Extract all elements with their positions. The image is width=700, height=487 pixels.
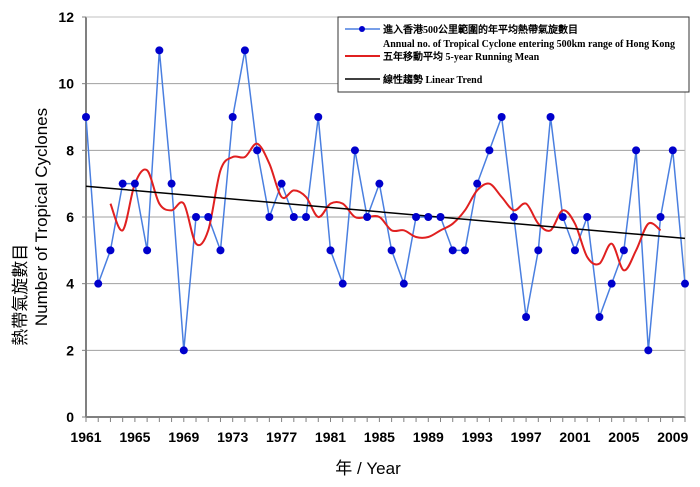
x-tick-label: 1993 xyxy=(462,429,493,445)
legend-label-annual-en: Annual no. of Tropical Cyclone entering … xyxy=(383,39,675,50)
data-point xyxy=(228,113,237,121)
y-tick-label: 4 xyxy=(66,276,74,292)
data-point xyxy=(497,113,506,121)
y-tick-label: 2 xyxy=(66,342,74,358)
data-point xyxy=(570,246,579,255)
data-point xyxy=(375,179,384,188)
x-tick-label: 1997 xyxy=(511,429,542,445)
data-point xyxy=(82,113,90,121)
x-tick-label: 1961 xyxy=(70,429,101,445)
data-point xyxy=(204,213,213,221)
data-point xyxy=(644,346,653,355)
data-point xyxy=(326,246,335,255)
data-point xyxy=(265,213,274,221)
data-point xyxy=(167,179,176,188)
data-point xyxy=(118,179,127,188)
data-point xyxy=(473,179,482,188)
y-tick-label: 6 xyxy=(66,209,74,225)
x-tick-label: 1969 xyxy=(168,429,199,445)
data-point xyxy=(448,246,457,255)
y-tick-labels: 0 2 4 6 8 10 12 xyxy=(58,9,74,425)
data-point xyxy=(289,213,298,221)
series xyxy=(82,46,689,355)
y-axis-label-zh: 熱帶氣旋數目 xyxy=(11,238,31,345)
data-point xyxy=(363,213,372,221)
x-axis-label: 年 / Year xyxy=(335,459,401,478)
legend-marker-annual xyxy=(359,26,365,32)
x-tick-labels: 1961 1965 1969 1973 1977 1981 1985 1989 1993 1997… xyxy=(70,429,688,445)
data-point xyxy=(338,279,347,288)
data-point xyxy=(155,46,164,55)
running-mean-line xyxy=(109,142,662,272)
x-tick-label: 1989 xyxy=(413,429,444,445)
x-tick-label: 2009 xyxy=(657,429,688,445)
data-point xyxy=(94,279,103,288)
x-tick-label: 2001 xyxy=(559,429,590,445)
data-point xyxy=(240,46,249,55)
data-point xyxy=(534,246,543,255)
data-point xyxy=(436,213,445,221)
annual-count-line xyxy=(85,50,686,351)
data-point xyxy=(509,213,518,221)
data-point xyxy=(179,346,188,355)
data-point xyxy=(143,246,152,255)
y-tick-label: 12 xyxy=(58,9,74,25)
data-point xyxy=(546,113,555,121)
data-point xyxy=(350,146,359,155)
data-point xyxy=(668,146,677,155)
x-tick-label: 1973 xyxy=(217,429,248,445)
linear-trend-line xyxy=(85,185,686,240)
data-point xyxy=(106,246,115,255)
data-point xyxy=(619,246,628,255)
data-point xyxy=(583,213,592,221)
legend: 進入香港500公里範圍的年平均熱帶氣旋數目 Annual no. of Trop… xyxy=(337,16,690,93)
data-point xyxy=(412,213,421,221)
data-point xyxy=(656,213,665,221)
data-point xyxy=(522,313,531,321)
y-tick-label: 10 xyxy=(58,76,74,92)
data-point xyxy=(216,246,225,255)
data-point xyxy=(632,146,641,155)
legend-label-running-mean: 五年移動平均 5-year Running Mean xyxy=(383,50,540,63)
data-point xyxy=(314,113,323,121)
x-tick-label: 1965 xyxy=(119,429,150,445)
legend-label-annual-zh: 進入香港500公里範圍的年平均熱帶氣旋數目 xyxy=(383,23,578,36)
legend-box xyxy=(337,16,690,93)
y-axis-label-en: Number of Tropical Cyclones xyxy=(32,108,51,326)
data-point xyxy=(192,213,201,221)
x-tick-label: 1977 xyxy=(266,429,297,445)
data-point xyxy=(277,179,286,188)
data-point xyxy=(595,313,604,321)
data-point xyxy=(253,146,262,155)
data-point xyxy=(485,146,494,155)
y-tick-label: 8 xyxy=(66,142,74,158)
x-tick-label: 2005 xyxy=(608,429,639,445)
data-point xyxy=(460,246,469,255)
data-point xyxy=(424,213,433,221)
y-tick-label: 0 xyxy=(66,409,74,425)
data-point xyxy=(302,213,311,221)
data-point xyxy=(681,279,689,288)
data-point xyxy=(399,279,408,288)
x-tick-label: 1981 xyxy=(315,429,346,445)
data-point xyxy=(607,279,616,288)
data-point xyxy=(558,213,567,221)
x-tick-label: 1985 xyxy=(364,429,395,445)
data-point xyxy=(130,179,139,188)
legend-label-trend: 線性趨勢 Linear Trend xyxy=(383,73,483,86)
data-point xyxy=(387,246,396,255)
y-axis-label: 熱帶氣旋數目 Number of Tropical Cyclones xyxy=(11,108,51,346)
